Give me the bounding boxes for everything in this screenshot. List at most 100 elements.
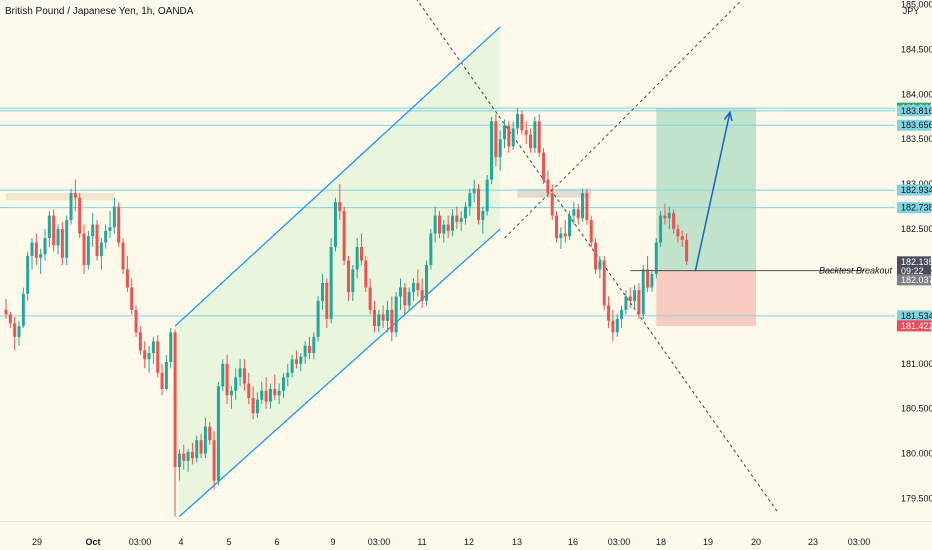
candle-body	[39, 254, 43, 258]
symbol-title[interactable]: British Pound / Japanese Yen, 1h, OANDA	[5, 6, 194, 17]
candle	[581, 188, 585, 222]
candle	[173, 329, 177, 517]
channel-fill	[175, 26, 501, 517]
candle	[13, 317, 17, 351]
candle-body	[52, 215, 56, 246]
candle-body	[572, 209, 576, 216]
candle	[654, 238, 658, 279]
x-tick-label: 16	[568, 537, 578, 547]
candle	[86, 230, 90, 270]
candle-body	[667, 212, 671, 219]
candle-body	[477, 188, 481, 221]
candle-body	[563, 233, 567, 237]
candle	[451, 209, 455, 237]
candle	[641, 264, 645, 319]
x-tick-label: 11	[417, 537, 426, 547]
candle	[190, 442, 194, 465]
candle-body	[533, 121, 537, 149]
x-tick-label: 03:00	[608, 537, 631, 547]
candle-body	[676, 229, 680, 237]
candle	[225, 354, 229, 405]
candle	[160, 363, 164, 396]
candle-body	[78, 197, 82, 234]
x-tick-label: 4	[178, 537, 183, 547]
candle	[559, 227, 563, 249]
candle-body	[221, 363, 225, 387]
candle-body	[34, 242, 38, 258]
candle	[52, 209, 56, 252]
candle	[264, 377, 268, 409]
candle-body	[364, 260, 368, 288]
y-tick-label: 180.500	[901, 404, 932, 414]
candle	[338, 184, 342, 221]
candle	[381, 305, 385, 328]
candle	[143, 341, 147, 369]
candle	[134, 305, 138, 337]
candle	[238, 359, 242, 387]
candle-body	[182, 453, 186, 461]
candle	[602, 256, 606, 310]
candle	[576, 203, 580, 225]
candle-body	[520, 114, 524, 131]
candle	[182, 444, 186, 470]
candle-body	[108, 227, 112, 231]
candle-body	[424, 264, 428, 301]
candle-body	[99, 242, 103, 257]
candle	[485, 175, 489, 216]
price-badge-text: 181.422	[901, 321, 932, 331]
candle	[438, 211, 441, 239]
candle	[91, 212, 95, 248]
candle	[186, 449, 190, 472]
candle	[494, 114, 498, 167]
candle	[177, 449, 181, 481]
candle	[212, 431, 216, 490]
candle-body	[459, 218, 463, 222]
candle	[17, 320, 21, 346]
candle-body	[615, 318, 619, 333]
candle-body	[507, 125, 511, 147]
candle	[490, 116, 494, 185]
candle-body	[260, 390, 264, 400]
price-badge: 182.037	[897, 274, 932, 286]
price-badge-text: 182.037	[901, 275, 932, 285]
candle-body	[160, 372, 164, 389]
candle	[359, 233, 363, 265]
candle-body	[121, 242, 125, 270]
candle	[524, 121, 528, 144]
candle-body	[485, 179, 489, 212]
candle	[286, 363, 290, 387]
candle-body	[307, 345, 311, 354]
candle	[416, 269, 420, 297]
candle-body	[47, 215, 51, 239]
candle	[533, 116, 537, 153]
candle-body	[338, 202, 342, 212]
candle-body	[607, 305, 611, 321]
candle	[433, 206, 437, 243]
currency-label[interactable]: JPY	[902, 6, 920, 16]
candle-body	[659, 215, 663, 243]
candle	[680, 230, 684, 248]
candle-body	[342, 211, 346, 261]
candle-body	[498, 139, 502, 158]
candle-body	[73, 193, 77, 198]
candle-body	[464, 206, 468, 219]
candle-body	[281, 377, 285, 391]
candle-body	[680, 236, 684, 240]
candle	[320, 273, 324, 310]
candle	[529, 128, 533, 153]
candle-body	[325, 282, 329, 319]
candle-body	[177, 453, 181, 468]
candle	[407, 287, 411, 310]
candle	[30, 238, 34, 270]
price-badge-text: 182.135	[901, 257, 932, 267]
x-tick-label: 19	[703, 537, 713, 547]
candle-body	[494, 121, 498, 158]
candle	[39, 248, 43, 274]
candle	[130, 278, 134, 315]
candle	[468, 188, 472, 216]
candle	[121, 238, 125, 274]
candle	[138, 326, 142, 355]
candle	[442, 220, 446, 243]
candle-body	[294, 359, 298, 364]
